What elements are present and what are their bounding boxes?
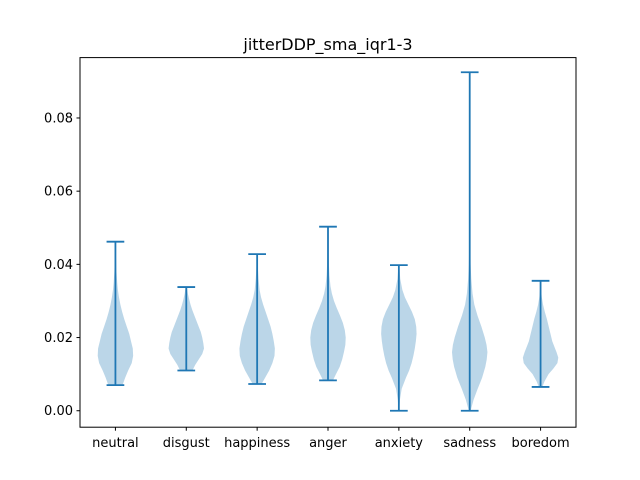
violins-group	[97, 71, 559, 412]
x-tick-label: anxiety	[375, 436, 424, 451]
y-tick-label: 0.08	[44, 111, 73, 126]
y-tick-label: 0.04	[44, 258, 73, 273]
x-tick-label: neutral	[92, 436, 139, 451]
x-tick-label: disgust	[163, 436, 210, 451]
x-tick-label: sadness	[443, 436, 496, 451]
x-tick-label: happiness	[224, 436, 290, 451]
y-tick-label: 0.02	[44, 331, 73, 346]
axes-frame	[79, 57, 577, 428]
y-tick-label: 0.06	[44, 185, 73, 200]
y-tick-label: 0.00	[44, 404, 73, 419]
chart-title: jitterDDP_sma_iqr1-3	[242, 35, 412, 55]
ticks-group: neutral disgust happiness anger anxiety sadne…	[44, 111, 570, 451]
x-tick-label: boredom	[512, 436, 570, 451]
x-tick-label: anger	[309, 436, 347, 451]
